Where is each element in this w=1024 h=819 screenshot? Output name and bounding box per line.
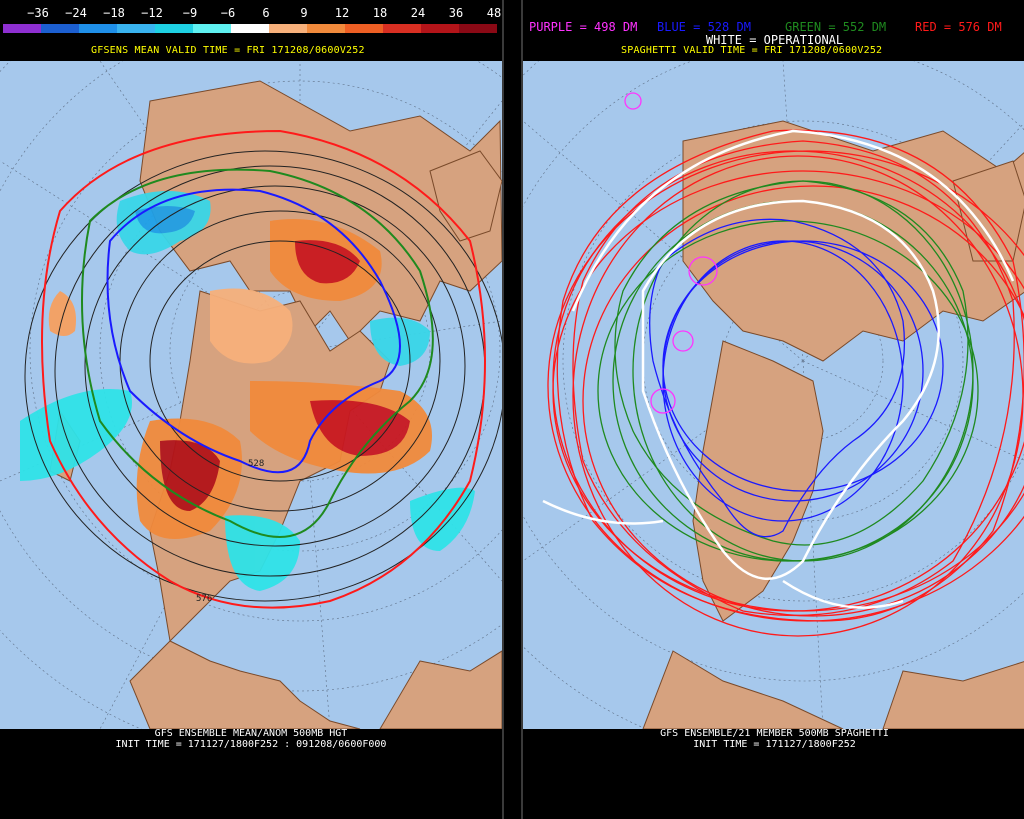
mean-footer-init: INIT TIME = 171127/1800F252 : 091208/060… (115, 739, 387, 750)
legend-swatch (231, 24, 269, 33)
contour-552 (81, 168, 434, 538)
mean-valid-time: GFSENS MEAN VALID TIME = FRI 171208/0600… (91, 45, 365, 56)
legend-swatch (383, 24, 421, 33)
legend-swatch (421, 24, 459, 33)
legend-tick: −6 (220, 6, 236, 20)
legend-tick: 18 (372, 6, 388, 20)
spaghetti-footer-init: INIT TIME = 171127/1800F252 (693, 739, 856, 750)
legend-tick: 24 (410, 6, 426, 20)
mean-footer: GFS ENSEMBLE MEAN/ANOM 500MB HGT INIT TI… (0, 728, 502, 750)
spaghetti-footer: GFS ENSEMBLE/21 MEMBER 500MB SPAGHETTI I… (523, 728, 1024, 750)
legend-tick: 12 (334, 6, 350, 20)
legend-swatch (41, 24, 79, 33)
contour-label-576: 576 (196, 594, 212, 604)
ensemble-mean-map: 528 576 (0, 61, 502, 729)
legend-green: GREEN = 552 DM (785, 20, 887, 34)
operational-run (542, 129, 1015, 609)
legend-tick: 36 (448, 6, 464, 20)
contour-576 (41, 129, 486, 609)
ensemble-mean-panel: −36 −24 −18 −12 −9 −6 6 9 12 18 24 36 48 GFSENS MEAN… (0, 0, 504, 819)
legend-tick: 6 (262, 6, 270, 20)
legend-swatch (459, 24, 497, 33)
legend-swatch (307, 24, 345, 33)
legend-swatch (155, 24, 193, 33)
contour-528 (106, 188, 401, 474)
legend-tick-labels: −36 −24 −18 −12 −9 −6 6 9 12 18 24 36 48 (0, 6, 502, 20)
spaghetti-red (547, 129, 1024, 637)
legend-blue: BLUE = 528 DM (657, 20, 751, 34)
mean-footer-title: GFS ENSEMBLE MEAN/ANOM 500MB HGT (154, 728, 348, 739)
legend-tick: 48 (486, 6, 502, 20)
legend-swatch (193, 24, 231, 33)
legend-swatch (3, 24, 41, 33)
contour-label-528: 528 (248, 459, 264, 469)
legend-tick: 9 (300, 6, 308, 20)
spaghetti-map (523, 61, 1024, 729)
legend-red: RED = 576 DM (915, 20, 1002, 34)
spaghetti-purple (624, 92, 718, 414)
legend-tick: −36 (27, 6, 49, 20)
spaghetti-footer-title: GFS ENSEMBLE/21 MEMBER 500MB SPAGHETTI (660, 728, 889, 739)
legend-tick: −18 (103, 6, 125, 20)
legend-tick: −9 (182, 6, 198, 20)
spaghetti-panel: PURPLE = 498 DM BLUE = 528 DM GREEN = 55… (521, 0, 1024, 819)
legend-swatch (117, 24, 155, 33)
legend-swatch (345, 24, 383, 33)
legend-swatch (79, 24, 117, 33)
legend-purple: PURPLE = 498 DM (529, 20, 638, 34)
legend-white: WHITE = OPERATIONAL (705, 33, 844, 47)
legend-swatch (269, 24, 307, 33)
spaghetti-valid-time: SPAGHETTI VALID TIME = FRI 171208/0600V2… (621, 45, 883, 56)
legend-color-bar (3, 24, 497, 33)
legend-tick: −24 (65, 6, 87, 20)
legend-tick: −12 (141, 6, 163, 20)
